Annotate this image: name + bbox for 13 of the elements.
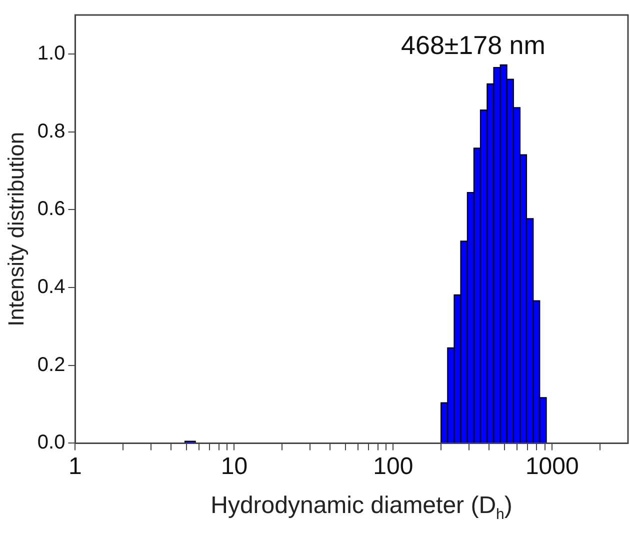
y-tick-label: 1.0: [37, 42, 66, 64]
x-tick-label: 10: [220, 453, 248, 480]
y-tick-label: 0.8: [37, 120, 66, 142]
annotation: 468±178 nm: [401, 30, 546, 60]
y-tick-label: 0.4: [37, 276, 66, 298]
y-tick-label: 0.2: [37, 354, 66, 376]
x-tick-label: 100: [373, 453, 414, 480]
y-axis-title: Intensity distribution: [3, 132, 28, 326]
x-tick-label: 1: [68, 453, 82, 480]
y-tick-label: 0.6: [37, 198, 66, 220]
x-tick-label: 1000: [525, 453, 579, 480]
y-tick-label: 0.0: [37, 432, 66, 454]
x-axis-title: Hydrodynamic diameter (D$_{h}$): [210, 492, 514, 523]
